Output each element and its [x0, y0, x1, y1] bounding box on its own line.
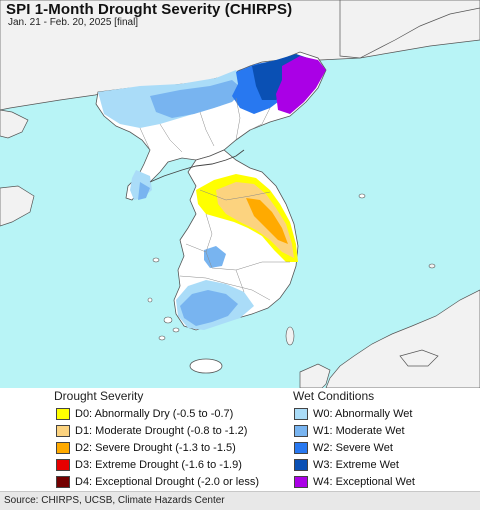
- w1-moderate-wet-central: [204, 246, 226, 268]
- china-west-coast: [0, 109, 29, 139]
- drought-map: [0, 0, 480, 388]
- w1-moderate-wet-south: [180, 290, 238, 326]
- legend-item-d2: D2: Severe Drought (-1.3 to -1.5): [56, 440, 236, 455]
- legend-swatch: [56, 475, 70, 488]
- legend-swatch: [56, 441, 70, 454]
- legend-label: W1: Moderate Wet: [313, 424, 405, 437]
- legend-label: D0: Abnormally Dry (-0.5 to -0.7): [75, 407, 234, 420]
- legend-item-w0: W0: Abnormally Wet: [294, 406, 412, 421]
- island: [172, 327, 180, 333]
- legend-label: D3: Extreme Drought (-1.6 to -1.9): [75, 458, 242, 471]
- jeju-island: [189, 358, 223, 374]
- legend-item-w2: W2: Severe Wet: [294, 440, 393, 455]
- footer: Source: CHIRPS, UCSB, Climate Hazards Ce…: [0, 491, 480, 510]
- d1-moderate-drought: [216, 182, 294, 258]
- legend-swatch: [294, 424, 308, 437]
- map-subtitle: Jan. 21 - Feb. 20, 2025 [final]: [8, 17, 139, 28]
- drought-legend-title: Drought Severity: [54, 389, 144, 403]
- legend-swatch: [294, 441, 308, 454]
- legend-item-w1: W1: Moderate Wet: [294, 423, 405, 438]
- legend: Drought Severity Wet Conditions D0: Abno…: [0, 388, 480, 491]
- legend-swatch: [56, 407, 70, 420]
- legend-label: W4: Exceptional Wet: [313, 475, 415, 488]
- legend-label: W2: Severe Wet: [313, 441, 393, 454]
- legend-swatch: [294, 458, 308, 471]
- legend-label: D2: Severe Drought (-1.3 to -1.5): [75, 441, 236, 454]
- legend-item-d4: D4: Exceptional Drought (-2.0 or less): [56, 474, 259, 489]
- d2-severe-drought: [246, 198, 288, 244]
- japan-shikoku: [399, 349, 439, 367]
- legend-swatch: [56, 458, 70, 471]
- shandong-peninsula: [0, 185, 35, 227]
- w1-moderate-wet-west: [138, 182, 150, 200]
- legend-swatch: [294, 407, 308, 420]
- province-borders: [139, 97, 290, 301]
- legend-label: D1: Moderate Drought (-0.8 to -1.2): [75, 424, 248, 437]
- legend-swatch: [56, 424, 70, 437]
- island: [152, 257, 160, 263]
- island: [428, 263, 436, 269]
- legend-item-w4: W4: Exceptional Wet: [294, 474, 415, 489]
- wet-legend-title: Wet Conditions: [293, 389, 375, 403]
- legend-label: D4: Exceptional Drought (-2.0 or less): [75, 475, 260, 488]
- legend-label: W3: Extreme Wet: [313, 458, 399, 471]
- legend-swatch: [294, 475, 308, 488]
- w4-exceptional-wet-north: [276, 56, 326, 114]
- map-title: SPI 1-Month Drought Severity (CHIRPS): [6, 1, 293, 18]
- japan-kyushu: [299, 363, 331, 388]
- legend-label: W0: Abnormally Wet: [313, 407, 413, 420]
- russia-coast: [339, 0, 480, 59]
- legend-item-w3: W3: Extreme Wet: [294, 457, 399, 472]
- legend-item-d0: D0: Abnormally Dry (-0.5 to -0.7): [56, 406, 233, 421]
- legend-item-d1: D1: Moderate Drought (-0.8 to -1.2): [56, 423, 247, 438]
- inter-korean-border: [149, 149, 245, 183]
- legend-item-d3: D3: Extreme Drought (-1.6 to -1.9): [56, 457, 242, 472]
- ulleung-island: [358, 193, 366, 199]
- w1-moderate-wet-north: [150, 80, 244, 118]
- tsushima-island: [285, 326, 295, 346]
- island: [163, 316, 173, 324]
- island: [158, 335, 166, 341]
- island: [147, 297, 153, 303]
- japan-honshu: [325, 289, 480, 388]
- source-credit: Source: CHIRPS, UCSB, Climate Hazards Ce…: [4, 495, 225, 506]
